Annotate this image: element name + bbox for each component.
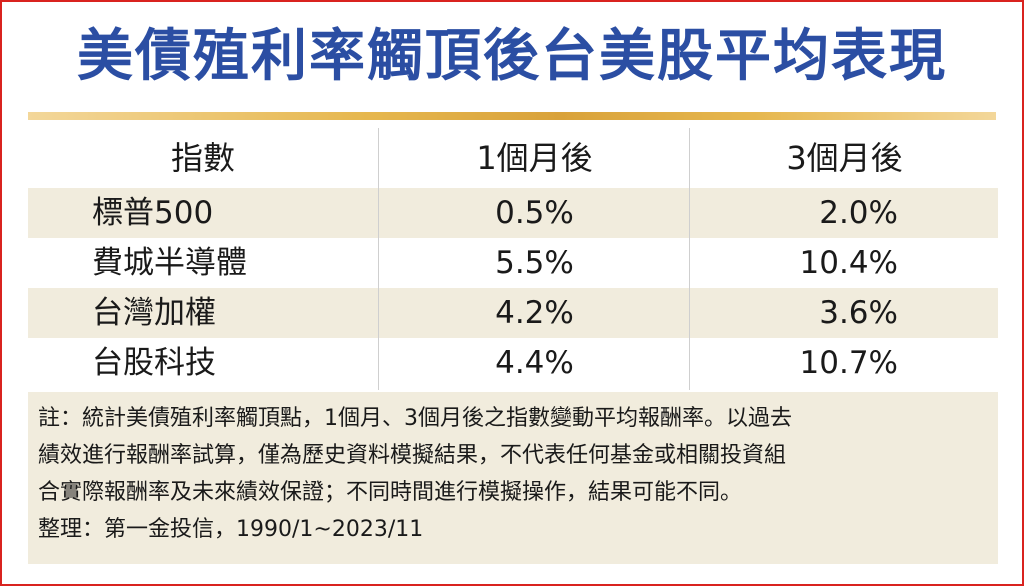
index-name: 台股科技	[92, 345, 216, 381]
return-1-month: 4.2%	[495, 295, 574, 331]
return-3-month: 2.0%	[819, 195, 898, 231]
returns-table: 指數 1個月後 3個月後 標普500 0.5% 2.0% 費城半導體 5.5% …	[28, 128, 998, 388]
footnote-line: 合實際報酬率及未來績效保證；不同時間進行模擬操作，結果可能不同。	[38, 480, 743, 505]
column-divider	[689, 128, 690, 390]
table-row: 台灣加權 4.2% 3.6%	[28, 288, 998, 338]
return-3-month: 10.4%	[799, 245, 898, 281]
column-divider	[378, 128, 379, 390]
return-1-month: 0.5%	[495, 195, 574, 231]
index-name: 台灣加權	[92, 295, 216, 331]
title-underline	[28, 112, 996, 120]
header-index: 指數	[170, 139, 235, 177]
return-3-month: 3.6%	[819, 295, 898, 331]
table-row: 費城半導體 5.5% 10.4%	[28, 238, 998, 288]
index-name: 標普500	[92, 195, 214, 231]
table-header-row: 指數 1個月後 3個月後	[28, 128, 998, 188]
return-1-month: 4.4%	[495, 345, 574, 381]
return-3-month: 10.7%	[799, 345, 898, 381]
footnote-line: 績效進行報酬率試算，僅為歷史資料模擬結果，不代表任何基金或相關投資組	[38, 443, 787, 468]
table-row: 台股科技 4.4% 10.7%	[28, 338, 998, 388]
header-1-month: 1個月後	[476, 139, 593, 177]
index-name: 費城半導體	[92, 245, 247, 281]
table-row: 標普500 0.5% 2.0%	[28, 188, 998, 238]
page-title: 美債殖利率觸頂後台美股平均表現	[77, 24, 947, 89]
header-3-month: 3個月後	[786, 139, 903, 177]
footnote-line: 註：統計美債殖利率觸頂點，1個月、3個月後之指數變動平均報酬率。以過去	[38, 406, 792, 431]
source-line: 整理：第一金投信，1990/1~2023/11	[38, 517, 424, 542]
return-1-month: 5.5%	[495, 245, 574, 281]
footnote: 註：統計美債殖利率觸頂點，1個月、3個月後之指數變動平均報酬率。以過去 績效進行…	[28, 392, 998, 564]
